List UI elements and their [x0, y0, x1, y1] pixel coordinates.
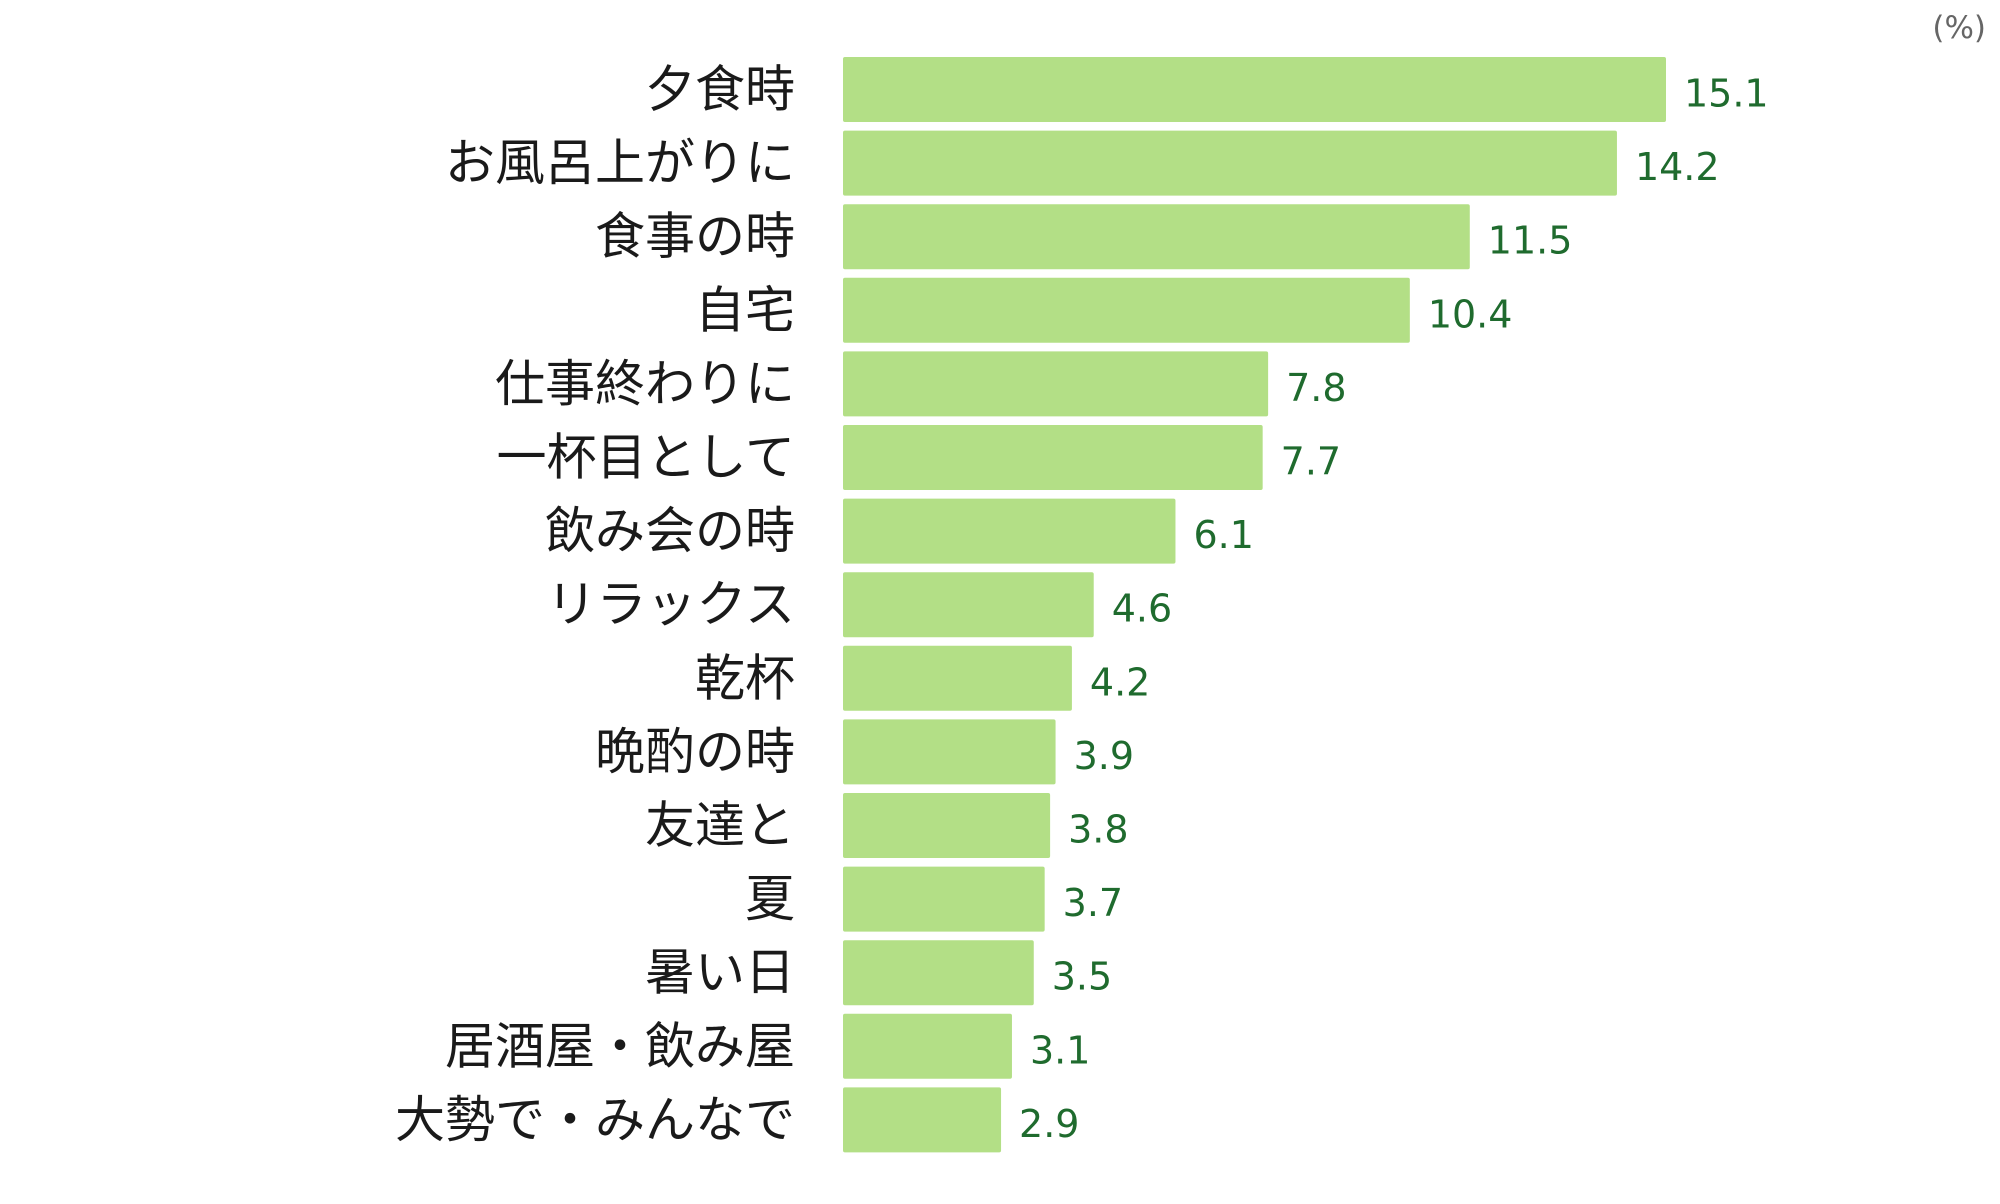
bar-4	[843, 351, 1269, 417]
bar-9	[843, 719, 1056, 785]
value-label-5: 7.7	[1281, 440, 1341, 484]
category-label-4: 仕事終わりに	[495, 355, 795, 413]
value-label-11: 3.7	[1063, 881, 1123, 925]
bar-1	[843, 130, 1617, 196]
bar-14	[843, 1087, 1002, 1153]
bar-8	[843, 645, 1072, 711]
value-label-13: 3.1	[1030, 1028, 1090, 1072]
category-label-0: 夕食時	[645, 61, 795, 119]
bar-3	[843, 277, 1410, 343]
value-label-6: 6.1	[1193, 513, 1253, 557]
value-label-12: 3.5	[1052, 955, 1112, 999]
category-label-8: 乾杯	[695, 649, 795, 707]
value-label-3: 10.4	[1428, 292, 1513, 336]
value-label-8: 4.2	[1090, 660, 1150, 704]
bar-7	[843, 572, 1094, 638]
category-label-5: 一杯目として	[497, 429, 796, 487]
value-label-10: 3.8	[1068, 808, 1128, 852]
value-label-7: 4.6	[1112, 587, 1172, 631]
value-label-0: 15.1	[1684, 72, 1769, 116]
category-label-2: 食事の時	[595, 208, 795, 266]
bar-10	[843, 793, 1051, 858]
category-label-11: 夏	[745, 870, 795, 928]
value-label-4: 7.8	[1286, 366, 1346, 410]
value-label-14: 2.9	[1019, 1102, 1079, 1146]
category-label-1: お風呂上がりに	[445, 134, 795, 192]
bar-12	[843, 940, 1034, 1006]
bar-13	[843, 1013, 1012, 1079]
category-label-7: リラックス	[547, 576, 796, 634]
value-label-1: 14.2	[1635, 145, 1720, 189]
category-label-10: 友達と	[645, 797, 795, 855]
category-label-3: 自宅	[695, 281, 795, 339]
category-label-6: 飲み会の時	[545, 502, 795, 560]
category-label-13: 居酒屋・飲み屋	[445, 1017, 795, 1075]
bar-2	[843, 204, 1470, 270]
value-label-9: 3.9	[1074, 734, 1134, 778]
category-label-14: 大勢で・みんなで	[395, 1091, 795, 1149]
bar-5	[843, 425, 1263, 490]
unit-label: (%)	[1932, 10, 1986, 46]
bar-11	[843, 866, 1045, 932]
category-label-12: 暑い日	[645, 944, 795, 1002]
value-label-2: 11.5	[1488, 219, 1573, 263]
bar-6	[843, 498, 1176, 564]
category-label-9: 晩酌の時	[595, 723, 795, 781]
bar-0	[843, 57, 1666, 122]
